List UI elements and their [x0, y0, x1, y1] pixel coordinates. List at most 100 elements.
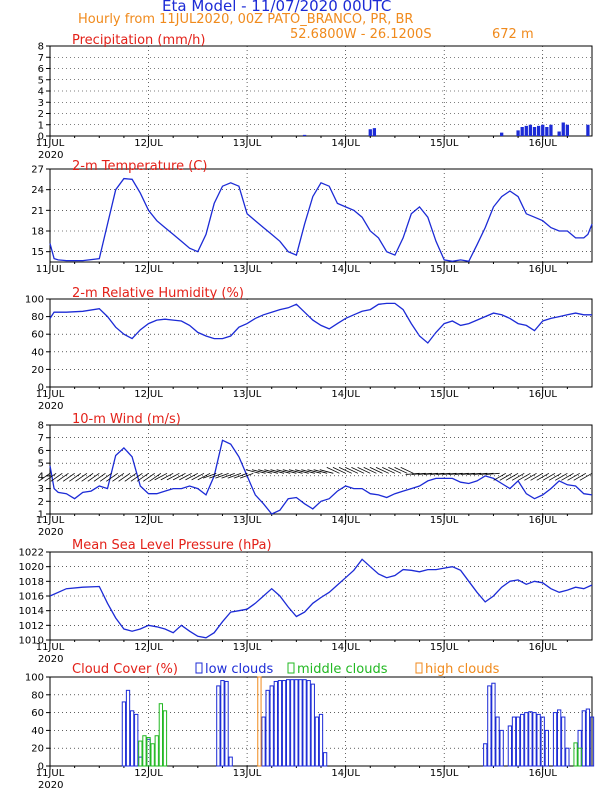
precip-bar: [524, 125, 528, 136]
x-year-label: 2020: [38, 527, 63, 538]
wind-barb: [436, 472, 451, 475]
cloud-bar: [286, 679, 291, 767]
cloud-bar: [322, 752, 328, 767]
panel-title: Precipitation (mm/h): [72, 33, 205, 48]
x-tick-label: 11JUL: [36, 642, 65, 653]
series-line: [49, 558, 593, 639]
cloud-bar: [273, 680, 278, 767]
y-tick-label: 1014: [19, 606, 44, 617]
wind-barb: [282, 469, 297, 474]
cloud-bar: [544, 729, 549, 767]
wind-barb: [50, 472, 63, 482]
y-tick-label: 100: [25, 673, 44, 684]
cloud-bar: [487, 685, 492, 767]
wind-barb: [221, 472, 235, 479]
y-tick-label: 1: [38, 510, 44, 521]
wind-barb: [203, 472, 217, 479]
wind-barb: [460, 472, 476, 475]
x-tick-label: 16JUL: [528, 264, 557, 275]
cloud-bar: [511, 716, 517, 767]
wind-barb: [351, 467, 365, 474]
cloud-bar: [146, 737, 151, 767]
y-tick-label: 7: [38, 53, 44, 64]
cloud-bar: [265, 689, 270, 767]
y-tick-label: 20: [31, 744, 44, 755]
cloud-bar: [552, 712, 558, 767]
y-tick-label: 1012: [19, 621, 44, 632]
wind-barb: [326, 467, 340, 474]
panel-5: 1010 1012 1014 1016 1018 1020 1022 11JUL 12JUL 13…: [19, 538, 593, 665]
wind-barb: [448, 472, 463, 475]
cloud-bar: [142, 735, 147, 767]
y-tick-label: 4: [38, 87, 44, 98]
precip-bar: [545, 127, 549, 136]
y-tick-label: 6: [38, 446, 44, 457]
y-tick-label: 1020: [19, 562, 44, 573]
y-tick-label: 1016: [19, 592, 44, 603]
x-year-label: 2020: [38, 401, 63, 412]
wind-barb: [338, 467, 352, 474]
panel-title: Cloud Cover (%): [72, 662, 178, 677]
chart-title: Eta Model - 11/07/2020 00UTC: [162, 0, 392, 15]
x-year-label: 2020: [38, 654, 63, 665]
wind-barb: [130, 472, 143, 482]
wind-barb: [485, 472, 500, 475]
wind-barb: [264, 469, 278, 474]
y-tick-label: 24: [31, 185, 44, 196]
wind-barb: [424, 472, 439, 475]
wind-barb: [417, 472, 432, 475]
wind-barb: [307, 469, 322, 474]
x-tick-label: 14JUL: [331, 642, 360, 653]
x-tick-label: 14JUL: [331, 515, 360, 526]
wind-barb: [136, 472, 149, 482]
location-coords: 52.6800W - 26.1200S: [290, 27, 432, 42]
wind-barb: [579, 472, 593, 481]
wind-barb: [357, 467, 371, 474]
wind-barb: [258, 469, 272, 474]
x-tick-label: 13JUL: [233, 642, 262, 653]
y-tick-label: 1: [38, 120, 44, 131]
wind-barb: [270, 469, 285, 474]
y-tick-label: 4: [38, 471, 44, 482]
x-tick-label: 16JUL: [528, 138, 557, 149]
wind-barb: [382, 467, 396, 474]
cloud-bar: [281, 680, 287, 767]
wind-barb: [301, 469, 315, 474]
y-tick-label: 2: [38, 109, 44, 120]
y-tick-label: 1018: [19, 577, 44, 588]
cloud-bar: [298, 679, 303, 767]
wind-barb: [75, 472, 88, 482]
cloud-bar: [220, 680, 225, 767]
panel-frame: [49, 298, 593, 388]
wind-barb: [561, 472, 574, 481]
cloud-bar: [150, 743, 155, 767]
panel-title: 2-m Temperature (C): [72, 159, 207, 174]
cloud-bar: [154, 735, 159, 767]
legend-label: middle clouds: [297, 662, 388, 677]
y-tick-label: 15: [31, 247, 44, 258]
wind-barb: [493, 472, 506, 481]
x-tick-label: 14JUL: [331, 768, 360, 779]
x-tick-label: 12JUL: [134, 264, 163, 275]
x-year-label: 2020: [38, 150, 63, 161]
precip-bar: [532, 127, 537, 136]
wind-barb: [430, 472, 445, 475]
wind-barb: [245, 469, 260, 474]
cloud-bar: [540, 716, 545, 767]
y-tick-label: 1022: [19, 548, 44, 559]
wind-barb: [467, 472, 482, 475]
wind-barb: [573, 472, 587, 481]
y-tick-label: 80: [31, 690, 44, 701]
wind-barb: [505, 472, 519, 481]
cloud-bar: [134, 713, 139, 767]
wind-barb: [44, 472, 57, 482]
precip-bar: [372, 128, 377, 136]
cloud-bar: [125, 689, 131, 767]
x-year-label: 2020: [38, 780, 63, 791]
x-tick-label: 12JUL: [134, 515, 163, 526]
wind-barb: [345, 467, 359, 474]
legend-label: low clouds: [205, 662, 274, 677]
cloud-bar: [158, 703, 164, 767]
wind-barb: [442, 472, 457, 475]
